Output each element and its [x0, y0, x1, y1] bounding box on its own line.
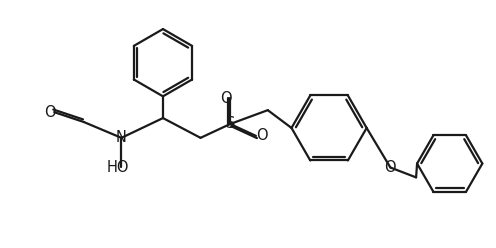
Text: S: S — [226, 117, 235, 131]
Text: N: N — [116, 130, 127, 145]
Text: O: O — [45, 105, 56, 120]
Text: O: O — [384, 160, 396, 175]
Text: O: O — [220, 91, 232, 106]
Text: HO: HO — [106, 160, 129, 175]
Text: O: O — [256, 128, 268, 143]
